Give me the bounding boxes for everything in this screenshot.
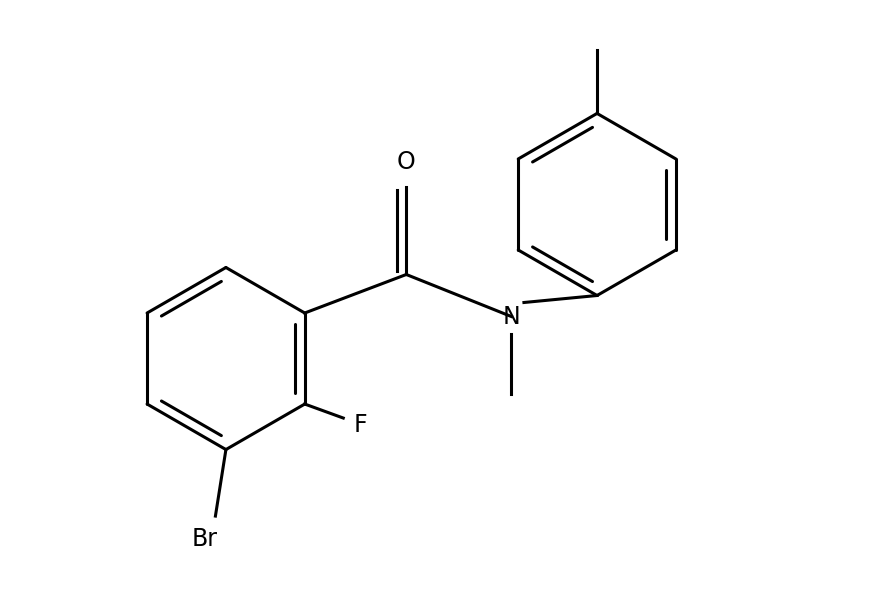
Text: N: N <box>502 304 520 328</box>
Text: F: F <box>354 413 368 437</box>
Text: O: O <box>397 150 416 175</box>
Text: Br: Br <box>192 527 218 551</box>
